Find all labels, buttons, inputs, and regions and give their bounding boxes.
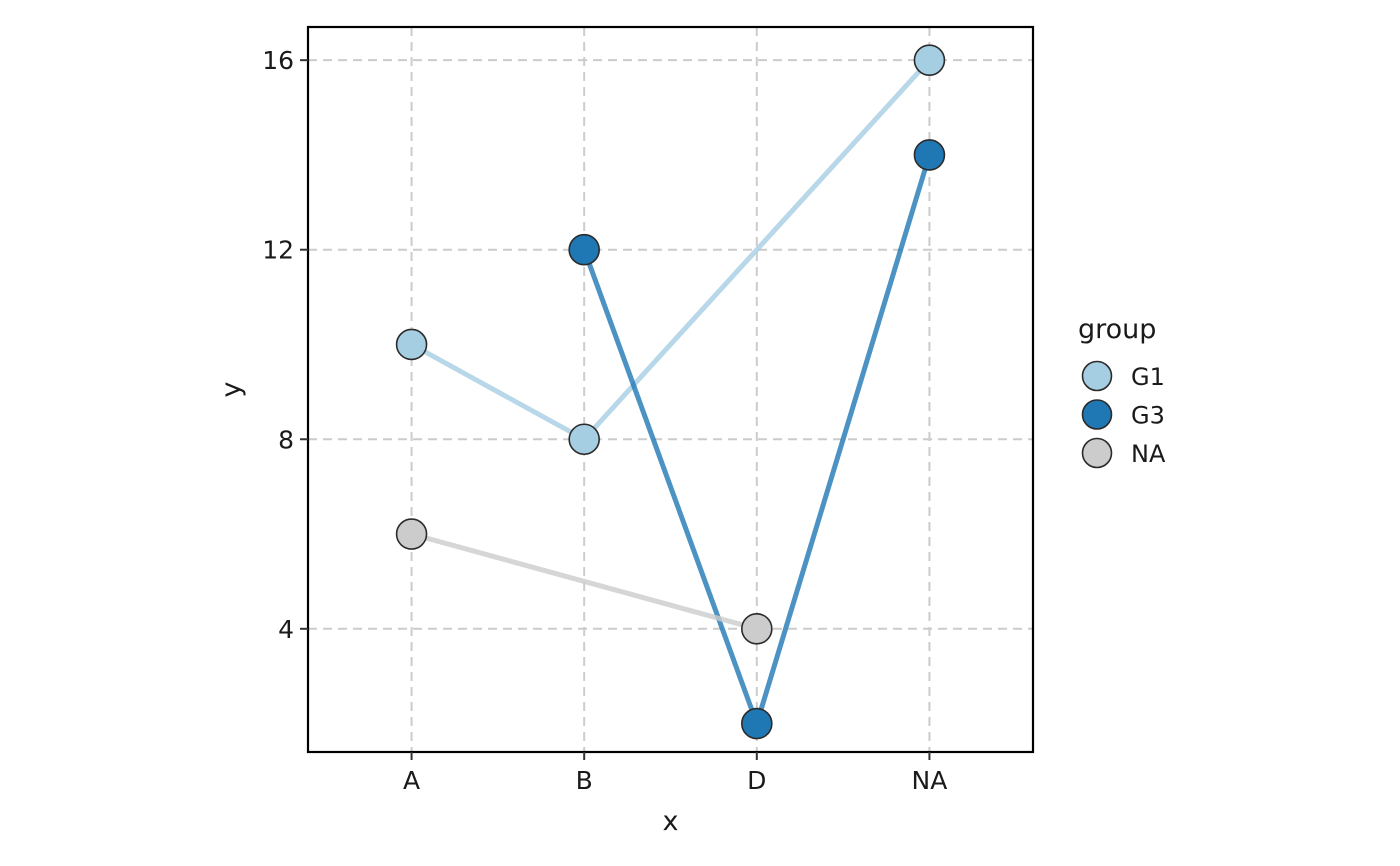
y-tick-label-3: 16	[262, 46, 294, 75]
legend-label-na: NA	[1131, 440, 1166, 468]
legend-label-g3: G3	[1131, 402, 1165, 430]
series-points	[395, 44, 946, 740]
x-axis-title: x	[663, 806, 679, 837]
series-lines	[410, 58, 932, 727]
legend: group G1 G3 NA	[1078, 314, 1166, 469]
legend-label-g1: G1	[1131, 363, 1165, 391]
data-point-na-1	[741, 612, 773, 645]
legend-key-g3	[1081, 399, 1113, 430]
x-tick-label-2: D	[747, 766, 766, 795]
y-tick-label-2: 12	[262, 236, 294, 265]
x-tick-label-0: A	[403, 766, 420, 795]
legend-key-g1	[1081, 360, 1113, 392]
x-axis: A B D NA	[403, 752, 947, 795]
data-point-g3-1	[741, 707, 773, 740]
data-point-g1-0	[395, 328, 428, 361]
y-axis: 4 8 12 16	[262, 46, 308, 644]
y-tick-label-0: 4	[278, 615, 294, 644]
x-tick-label-3: NA	[912, 766, 948, 795]
y-tick-label-1: 8	[278, 425, 294, 454]
data-point-g1-1	[568, 423, 600, 456]
legend-key-na	[1081, 437, 1113, 469]
data-point-g3-2	[913, 139, 946, 171]
data-point-g3-0	[568, 233, 600, 266]
plot-panel-border	[306, 25, 1035, 754]
data-point-na-0	[395, 518, 428, 550]
legend-title: group	[1078, 314, 1156, 345]
x-tick-label-1: B	[576, 766, 593, 795]
series-line-na	[410, 531, 758, 632]
y-axis-title: y	[216, 381, 247, 397]
data-point-g1-2	[913, 44, 946, 76]
grid	[308, 27, 1033, 752]
